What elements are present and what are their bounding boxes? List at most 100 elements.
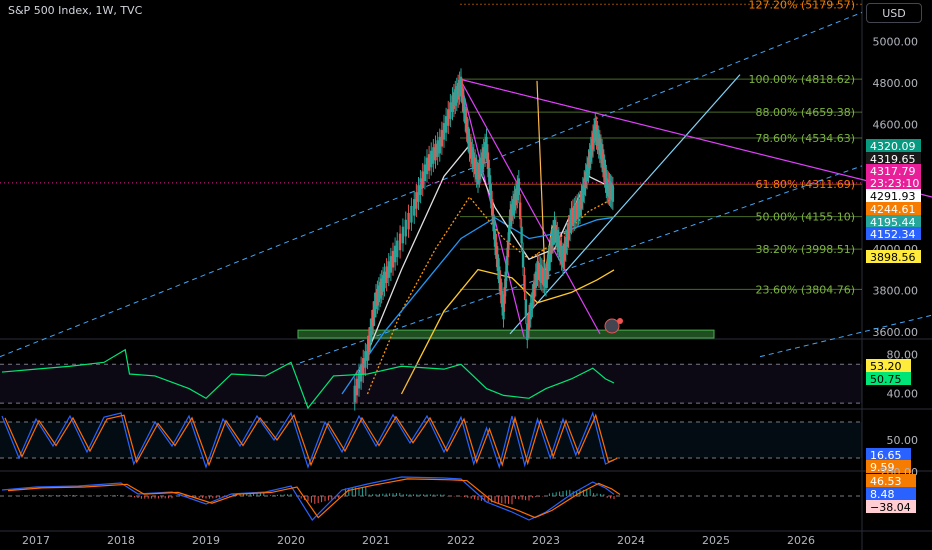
ma-blue — [341, 216, 615, 395]
stoch-d-line — [4, 413, 618, 467]
candle-body — [517, 178, 520, 195]
candle-body — [481, 152, 484, 169]
candle-body — [391, 250, 395, 268]
candle-body — [476, 167, 480, 185]
candle-body — [502, 302, 505, 320]
macd-axis-label: 46.53 — [870, 475, 902, 488]
price-axis-label-bg — [866, 202, 921, 215]
candle-body — [492, 214, 495, 232]
candle-body — [469, 142, 473, 159]
candle-body — [510, 204, 513, 221]
channel-bottom-line — [759, 314, 932, 358]
candle-body — [503, 287, 506, 304]
candle-body — [523, 275, 526, 292]
candle-body — [537, 263, 541, 280]
candle-body — [506, 240, 510, 258]
macd-axis-label-bg — [866, 500, 916, 513]
time-tick-label: 2018 — [107, 534, 135, 547]
candle-body — [442, 123, 446, 140]
candle-body — [398, 233, 402, 251]
candle-body — [563, 243, 566, 261]
price-axis-label: 4244.61 — [870, 203, 916, 216]
price-axis-label-bg — [866, 227, 921, 240]
candle-body — [455, 86, 458, 103]
time-tick-label: 2019 — [192, 534, 220, 547]
candle-body — [485, 136, 488, 154]
time-tick-label: 2021 — [362, 534, 390, 547]
price-axis-label-bg — [866, 164, 921, 177]
time-tick-label: 2017 — [22, 534, 50, 547]
candle-body — [499, 278, 502, 296]
candle-body — [377, 285, 381, 303]
stoch-axis-label-bg — [866, 460, 911, 473]
candle-body — [401, 226, 405, 244]
macd-line — [1, 476, 615, 521]
alert-badge — [617, 318, 623, 324]
candle-body — [514, 188, 518, 206]
macd-axis-label: −38.04 — [870, 501, 911, 514]
price-axis-label: 4152.34 — [870, 228, 916, 241]
fib-level-label: 61.80% (4311.69) — [755, 178, 855, 191]
candle-body — [507, 224, 511, 242]
candle-body — [511, 199, 515, 216]
candle-body — [549, 245, 552, 263]
candle-body — [541, 268, 545, 285]
candle-body — [421, 171, 424, 189]
fan-line-top — [459, 78, 601, 115]
candle-body — [553, 219, 556, 237]
fan-line-right — [459, 78, 601, 335]
candle-body — [566, 230, 569, 247]
candle-body — [432, 147, 435, 164]
candle-body — [573, 205, 576, 223]
candle-body — [493, 230, 497, 247]
candle-body — [539, 264, 542, 282]
candle-body — [482, 147, 485, 164]
price-tick-label: 4800.00 — [873, 77, 919, 90]
price-axis-label: 4291.93 — [870, 190, 916, 203]
candle-body — [574, 204, 577, 221]
candle-body — [452, 92, 456, 109]
candle-body — [567, 223, 570, 240]
currency-button[interactable]: USD — [866, 3, 922, 23]
candle-body — [472, 152, 475, 169]
candle-body — [425, 157, 429, 175]
candle-body — [561, 250, 565, 268]
candle-body — [471, 147, 474, 164]
fib-level-label: 100.00% (4818.62) — [748, 73, 855, 86]
stoch-k-line — [1, 411, 615, 470]
candle-body — [496, 254, 500, 271]
candle-body — [580, 192, 583, 209]
candle-body — [581, 185, 585, 202]
candle-body — [611, 185, 615, 202]
candle-body — [438, 136, 441, 154]
candle-body — [449, 102, 452, 119]
candle-body — [475, 162, 478, 180]
candle-body — [560, 245, 563, 263]
candle-body — [568, 216, 572, 233]
candle-body — [387, 261, 390, 278]
candle-body — [509, 209, 512, 227]
price-axis-label: 23:23:10 — [870, 177, 919, 190]
price-axis-label: 4319.65 — [870, 153, 916, 166]
candle-body — [380, 278, 383, 296]
trend-line — [509, 74, 741, 335]
fib-level-label: 127.20% (5179.57) — [748, 0, 855, 11]
candle-body — [367, 335, 371, 353]
alert-icon — [604, 318, 620, 334]
price-axis-label-bg — [866, 215, 921, 228]
candle-body — [444, 116, 448, 133]
candle-body — [536, 261, 539, 278]
candle-body — [556, 230, 559, 247]
rsi-tick-label: 40.00 — [887, 387, 919, 400]
candle-body — [419, 178, 422, 195]
candle-body — [505, 256, 509, 273]
candle-body — [462, 96, 466, 114]
fib-level-label: 38.20% (3998.51) — [755, 243, 855, 256]
fib-level-label: 88.00% (4659.38) — [755, 106, 855, 119]
candle-body — [376, 288, 379, 306]
candle-body — [483, 142, 487, 159]
rsi-band — [0, 364, 862, 404]
demand-zone — [297, 329, 715, 339]
